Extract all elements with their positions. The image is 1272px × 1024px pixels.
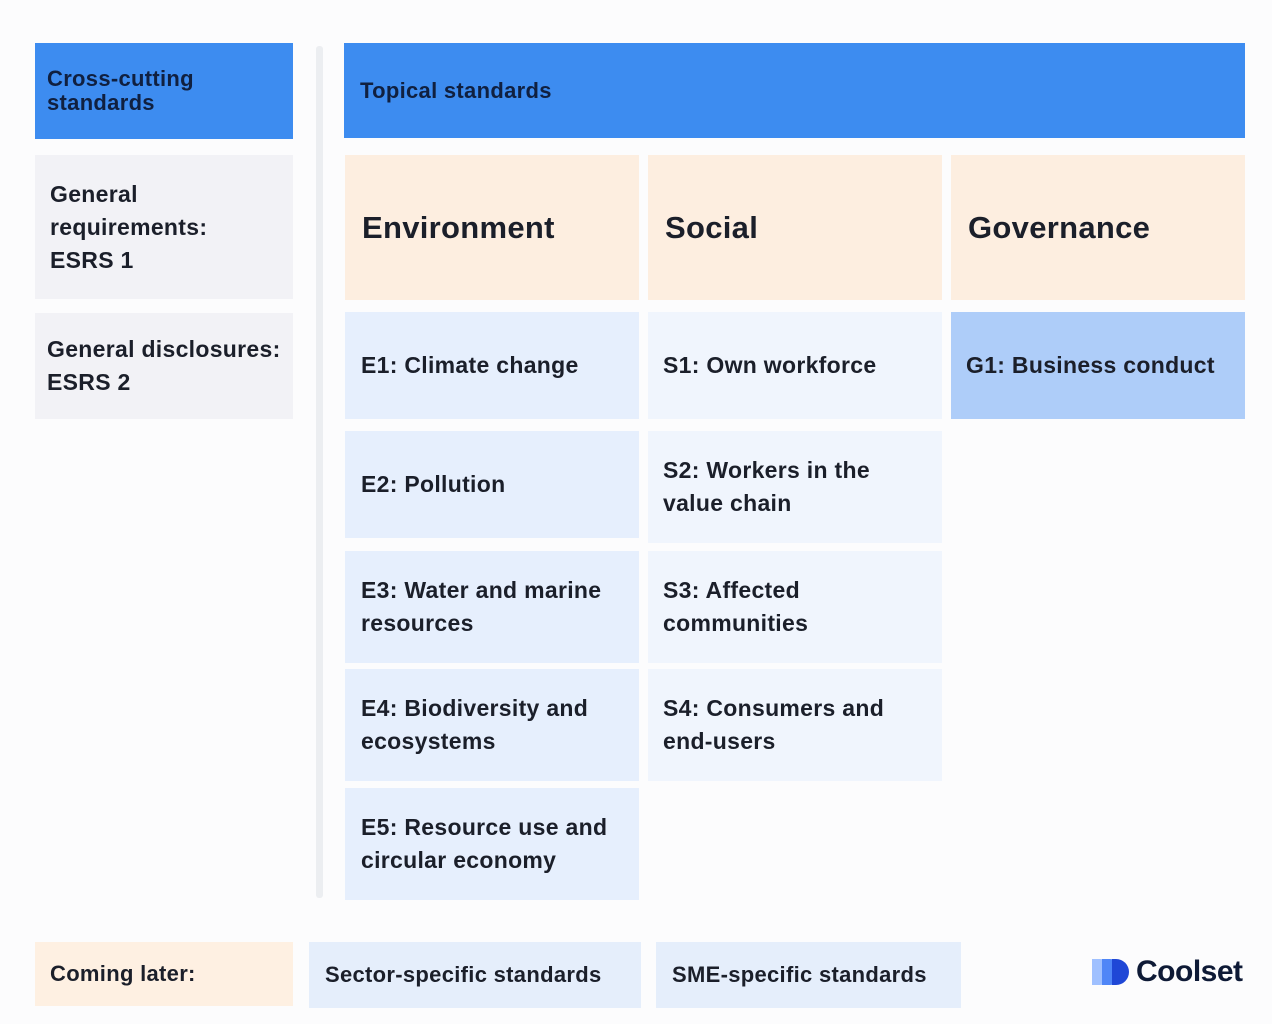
standard-s3-card: S3: Affected communities: [648, 551, 942, 663]
standard-s3-label: S3: Affected communities: [663, 577, 809, 636]
standard-e3-label: E3: Water and marine resources: [361, 577, 602, 636]
sector-specific-label: Sector-specific standards: [325, 962, 602, 987]
governance-title: Governance: [968, 209, 1151, 245]
standard-e3-card: E3: Water and marine resources: [345, 551, 639, 663]
column-divider: [316, 46, 323, 898]
standard-s1-card: S1: Own workforce: [648, 312, 942, 419]
standard-g1-card: G1: Business conduct: [951, 312, 1245, 419]
standard-s4-label: S4: Consumers and end-users: [663, 695, 885, 754]
standard-e5-label: E5: Resource use and circular economy: [361, 814, 608, 873]
environment-title: Environment: [362, 209, 555, 245]
general-disclosures-label: General disclosures: ESRS 2: [47, 336, 281, 395]
sector-specific-card: Sector-specific standards: [309, 942, 641, 1008]
standard-s1-label: S1: Own workforce: [663, 352, 877, 378]
brand-name: Coolset: [1136, 955, 1243, 988]
coming-later-label: Coming later:: [50, 961, 196, 986]
topical-standards-label: Topical standards: [360, 77, 552, 103]
cross-cutting-header-label: Cross-cutting standards: [47, 66, 194, 115]
social-title: Social: [665, 209, 759, 245]
standard-e4-label: E4: Biodiversity and ecosystems: [361, 695, 589, 754]
standard-e5-card: E5: Resource use and circular economy: [345, 788, 639, 900]
environment-header: Environment: [345, 155, 639, 300]
standard-e1-label: E1: Climate change: [361, 352, 579, 378]
standard-s4-card: S4: Consumers and end-users: [648, 669, 942, 781]
governance-header: Governance: [951, 155, 1245, 300]
coolset-logo-icon: [1092, 959, 1129, 985]
social-header: Social: [648, 155, 942, 300]
standard-s2-card: S2: Workers in the value chain: [648, 431, 942, 543]
standard-g1-label: G1: Business conduct: [966, 352, 1215, 378]
sme-specific-label: SME-specific standards: [672, 962, 927, 987]
topical-standards-header: Topical standards: [344, 43, 1245, 138]
standard-s2-label: S2: Workers in the value chain: [663, 457, 870, 516]
general-disclosures-card: General disclosures: ESRS 2: [35, 313, 293, 419]
coolset-logo: Coolset: [1090, 952, 1243, 992]
general-requirements-label: General requirements: ESRS 1: [50, 180, 208, 273]
general-requirements-card: General requirements: ESRS 1: [35, 155, 293, 299]
coming-later-card: Coming later:: [35, 942, 293, 1006]
standard-e4-card: E4: Biodiversity and ecosystems: [345, 669, 639, 781]
standard-e2-card: E2: Pollution: [345, 431, 639, 538]
standard-e1-card: E1: Climate change: [345, 312, 639, 419]
standard-e2-label: E2: Pollution: [361, 471, 506, 497]
cross-cutting-header: Cross-cutting standards: [35, 43, 293, 139]
sme-specific-card: SME-specific standards: [656, 942, 961, 1008]
